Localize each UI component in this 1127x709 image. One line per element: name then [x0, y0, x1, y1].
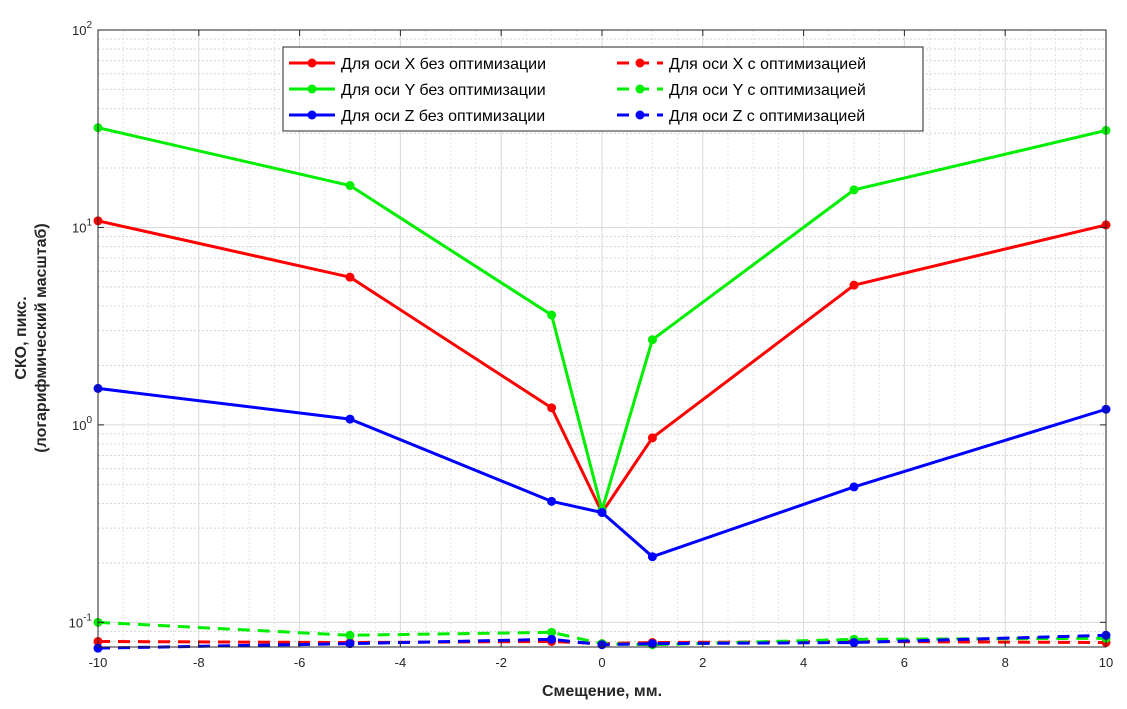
legend-swatch-marker	[307, 84, 317, 94]
data-point	[849, 638, 859, 648]
data-point	[547, 627, 557, 637]
x-tick-label: 2	[699, 655, 706, 670]
x-tick-label: -6	[294, 655, 306, 670]
data-point	[547, 634, 557, 644]
y-axis-label-group: СКО, пикс. (логарифмический масштаб)	[13, 223, 50, 452]
legend-label: Для оси X без оптимизации	[341, 56, 546, 73]
y-tick-label: 10-1	[69, 612, 93, 630]
y-tick-label: 101	[72, 217, 92, 235]
legend-entry-6: Для оси Z с оптимизацией	[617, 108, 865, 125]
x-tick-label: -10	[89, 655, 108, 670]
x-axis-label: Смещение, мм.	[542, 683, 662, 700]
data-point	[547, 310, 557, 320]
data-point	[597, 507, 607, 517]
data-point	[547, 403, 557, 413]
data-point	[345, 630, 355, 640]
y-axis-label-line-2: (логарифмический масштаб)	[33, 223, 50, 452]
x-tick-label: -2	[495, 655, 507, 670]
data-point	[647, 552, 657, 562]
data-point	[849, 185, 859, 195]
legend-label: Для оси Y с оптимизацией	[669, 82, 866, 99]
legend-entry-4: Для оси Y с оптимизацией	[617, 82, 866, 99]
y-tick-label: 100	[72, 415, 92, 433]
legend-entry-3: Для оси Y без оптимизации	[289, 82, 546, 99]
series-5	[93, 383, 1111, 562]
grid	[97, 29, 1107, 647]
y-tick-label: 102	[72, 20, 92, 38]
x-tick-label: -4	[395, 655, 407, 670]
legend-label: Для оси Y без оптимизации	[341, 82, 546, 99]
legend-swatch-marker	[307, 110, 317, 120]
ticks: -10 -8 -6 -4 -2 0 2 4 6 8 10 10-1 100 101 102	[69, 20, 1114, 670]
data-point	[849, 280, 859, 290]
data-point	[345, 639, 355, 649]
legend-label: Для оси Z с оптимизацией	[669, 108, 865, 125]
data-point	[547, 496, 557, 506]
x-tick-label: 8	[1002, 655, 1009, 670]
x-tick-label: -8	[193, 655, 205, 670]
legend-swatch-marker	[635, 58, 645, 68]
data-point	[647, 639, 657, 649]
data-point	[849, 482, 859, 492]
legend-swatch-marker	[307, 58, 317, 68]
legend-swatch-marker	[635, 84, 645, 94]
legend-entry-2: Для оси X с оптимизацией	[617, 56, 866, 73]
legend-box	[282, 46, 924, 132]
data-point	[345, 272, 355, 282]
legend-label: Для оси Z без оптимизации	[341, 108, 545, 125]
data-point	[345, 414, 355, 424]
x-tick-label: 6	[901, 655, 908, 670]
legend-entry-5: Для оси Z без оптимизации	[289, 108, 545, 125]
data-point	[345, 181, 355, 191]
legend-entry-1: Для оси X без оптимизации	[289, 56, 546, 73]
y-axis-label-line-1: СКО, пикс.	[13, 296, 30, 379]
x-tick-label: 4	[800, 655, 807, 670]
legend-swatch-marker	[635, 110, 645, 120]
legend: Для оси X без оптимизации Для оси X с опт…	[282, 46, 924, 132]
x-tick-label: 0	[598, 655, 605, 670]
data-point	[647, 335, 657, 345]
data-point	[93, 643, 103, 653]
x-tick-label: 10	[1099, 655, 1113, 670]
legend-label: Для оси X с оптимизацией	[669, 56, 866, 73]
data-point	[647, 433, 657, 443]
